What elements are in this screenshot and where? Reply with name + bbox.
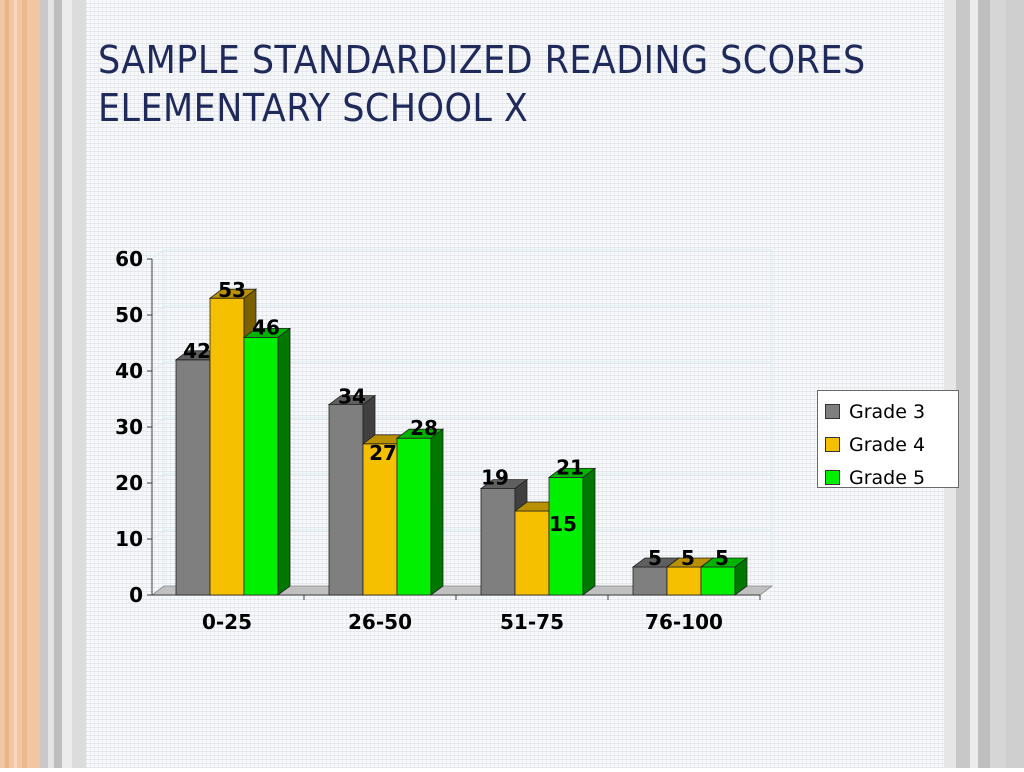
legend-swatch-grade-3 [825,404,840,419]
gridline-side [151,417,165,428]
bar-side [582,467,596,596]
bar-front [632,566,668,596]
bar-front [243,336,279,596]
data-label: 28 [410,416,438,440]
bar-front [514,510,550,596]
data-label: 53 [218,278,246,302]
data-label: 21 [556,455,584,479]
bar-front [700,566,736,596]
data-label: 42 [183,339,211,363]
legend-item-grade-4: Grade 4 [825,428,958,461]
bar-side [277,327,291,596]
chart-legend: Grade 3 Grade 4 Grade 5 [817,390,959,489]
data-label: 5 [648,546,662,570]
y-tick-label: 50 [115,303,143,327]
bar-front [666,566,702,596]
legend-label-grade-5: Grade 5 [849,466,926,489]
gridline-side [151,361,165,372]
bar-side [430,428,444,596]
right-decorative-border [944,0,1024,768]
data-label: 5 [681,546,695,570]
slide-background [86,0,944,768]
data-label: 5 [715,546,729,570]
x-tick-label: 0-25 [202,610,252,634]
bar-side [734,557,748,596]
legend-item-grade-5: Grade 5 [825,461,958,494]
data-label: 27 [369,441,397,465]
data-label: 34 [338,385,366,409]
data-label: 19 [481,466,509,490]
bar-front [328,404,364,596]
title-line-2: ELEMENTARY SCHOOL X [98,86,529,130]
bar-front [175,359,211,596]
slide-title: SAMPLE STANDARDIZED READING SCORES ELEME… [98,36,926,132]
legend-item-grade-3: Grade 3 [825,395,958,428]
y-tick-label: 40 [115,359,143,383]
left-stripes-graphic [0,0,86,768]
y-tick-label: 10 [115,527,143,551]
y-tick-label: 30 [115,415,143,439]
left-decorative-border [0,0,86,768]
legend-label-grade-3: Grade 3 [849,400,926,423]
bar-front [480,488,516,596]
x-tick-label: 51-75 [500,610,564,634]
bar-front [548,476,584,596]
y-tick-label: 0 [129,583,143,607]
data-label: 46 [252,315,280,339]
data-label: 15 [549,512,577,536]
title-line-1: SAMPLE STANDARDIZED READING SCORES [98,38,866,82]
x-tick-label: 26-50 [348,610,412,634]
y-tick-label: 20 [115,471,143,495]
legend-swatch-grade-5 [825,470,840,485]
legend-label-grade-4: Grade 4 [849,433,926,456]
y-tick-label: 60 [115,247,143,271]
gridline-side [151,529,165,540]
bar-front [209,297,245,596]
gridline-side [151,473,165,484]
gridline-side [151,249,165,260]
x-tick-label: 76-100 [645,610,723,634]
gridline-side [151,305,165,316]
legend-swatch-grade-4 [825,437,840,452]
bar-front [362,443,398,596]
right-stripes-graphic [944,0,1024,768]
bar-front [396,437,432,596]
